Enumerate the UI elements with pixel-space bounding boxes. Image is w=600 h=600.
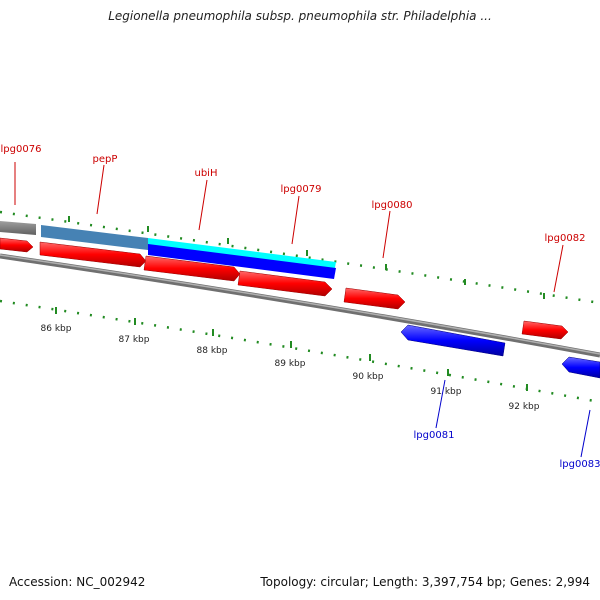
gene-feature-gray: [0, 221, 36, 235]
ruler-label-92kbp: 92 kbp: [509, 402, 540, 412]
ruler-label-90kbp: 90 kbp: [353, 372, 384, 382]
gene-arrow: [39, 241, 147, 268]
gene-leaders-bottom: [435, 379, 591, 458]
ruler-label-88kbp: 88 kbp: [197, 346, 228, 356]
ruler-label-91kbp: 91 kbp: [431, 387, 462, 397]
bottom-tick-track: [0, 299, 600, 404]
gene-band-upper[interactable]: [0, 221, 336, 279]
gene-arrow: [0, 237, 34, 253]
chromosome-backbone: [0, 253, 600, 358]
gene-label-pepP: pepP: [93, 154, 118, 165]
ruler-label-89kbp: 89 kbp: [275, 359, 306, 369]
ruler-label-86kbp: 86 kbp: [41, 324, 72, 334]
gene-arrow-lpg0083: [561, 356, 600, 379]
accession-text: Accession: NC_002942: [9, 575, 146, 589]
gene-label-lpg0076: lpg0076: [1, 144, 42, 155]
gene-label-ubiH: ubiH: [195, 168, 218, 179]
gene-arrow: [237, 270, 333, 297]
gene-label-lpg0083: lpg0083: [560, 459, 600, 470]
map-title: Legionella pneumophila subsp. pneumophil…: [108, 9, 492, 23]
ruler-label-87kbp: 87 kbp: [119, 335, 150, 345]
reverse-strand-genes[interactable]: [400, 324, 600, 379]
gene-labels-bottom[interactable]: lpg0081 lpg0083: [414, 430, 600, 470]
gene-labels-top[interactable]: lpg0076 pepP ubiH lpg0079 lpg0080 lpg008…: [1, 144, 586, 244]
gene-arrow: [521, 320, 569, 340]
gene-label-lpg0082: lpg0082: [545, 233, 586, 244]
forward-strand-genes[interactable]: [0, 237, 569, 340]
gene-arrow: [143, 255, 241, 282]
gene-label-lpg0081: lpg0081: [414, 430, 455, 441]
gene-label-lpg0080: lpg0080: [372, 200, 413, 211]
gene-arrow: [343, 287, 406, 310]
gene-label-lpg0079: lpg0079: [281, 184, 322, 195]
gene-leaders-top: [14, 162, 564, 293]
gene-arrow-lpg0081: [400, 324, 506, 357]
top-tick-track: [0, 210, 600, 305]
gene-feature-pepP: [41, 225, 148, 250]
genome-summary: Topology: circular; Length: 3,397,754 bp…: [260, 575, 590, 589]
ruler-labels: 86 kbp 87 kbp 88 kbp 89 kbp 90 kbp 91 kb…: [41, 324, 540, 412]
